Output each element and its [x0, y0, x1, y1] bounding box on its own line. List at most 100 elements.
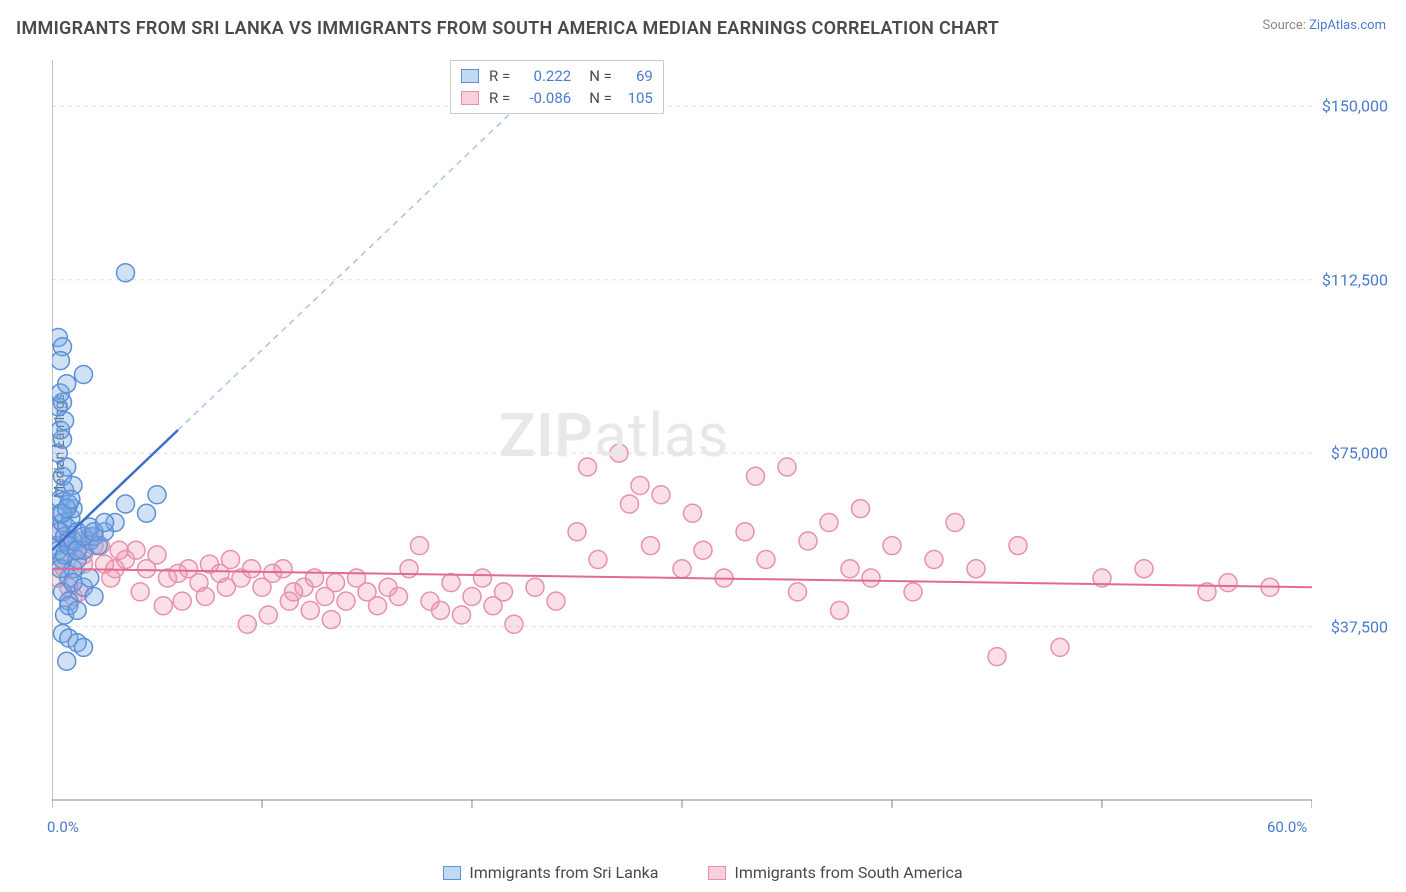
scatter-point-series1	[75, 638, 93, 656]
scatter-point-series2	[369, 597, 387, 615]
scatter-point-series2	[757, 551, 775, 569]
scatter-point-series2	[988, 648, 1006, 666]
scatter-point-series2	[337, 592, 355, 610]
scatter-point-series2	[222, 551, 240, 569]
correlation-legend: R = 0.222 N = 69 R = -0.086 N = 105	[450, 60, 664, 114]
scatter-point-series2	[505, 615, 523, 633]
scatter-point-series2	[1219, 574, 1237, 592]
scatter-point-series2	[694, 541, 712, 559]
scatter-point-series1	[148, 486, 166, 504]
scatter-point-series2	[799, 532, 817, 550]
scatter-point-series2	[1135, 560, 1153, 578]
scatter-point-series2	[453, 606, 471, 624]
scatter-point-series2	[631, 477, 649, 495]
r-value-series1: 0.222	[516, 65, 571, 87]
scatter-point-series2	[852, 500, 870, 518]
scatter-point-series2	[495, 583, 513, 601]
scatter-point-series2	[642, 537, 660, 555]
n-label: N =	[589, 65, 612, 87]
scatter-point-series2	[747, 467, 765, 485]
x-axis-max-label: 60.0%	[1267, 818, 1307, 836]
scatter-point-series2	[736, 523, 754, 541]
scatter-point-series1	[85, 588, 103, 606]
scatter-point-series2	[1051, 638, 1069, 656]
scatter-point-series2	[841, 560, 859, 578]
scatter-point-series2	[442, 574, 460, 592]
swatch-series2	[708, 866, 726, 880]
scatter-point-series2	[127, 541, 145, 559]
scatter-point-series1	[75, 366, 93, 384]
scatter-point-series1	[117, 264, 135, 282]
scatter-point-series2	[243, 560, 261, 578]
scatter-point-series2	[463, 588, 481, 606]
scatter-point-series2	[778, 458, 796, 476]
scatter-point-series2	[110, 541, 128, 559]
scatter-point-series2	[102, 569, 120, 587]
scatter-point-series2	[684, 504, 702, 522]
scatter-point-series2	[621, 495, 639, 513]
scatter-point-series2	[610, 444, 628, 462]
scatter-point-series2	[327, 574, 345, 592]
y-tick-label: $75,000	[1331, 444, 1388, 463]
r-label: R =	[489, 65, 510, 87]
scatter-point-series2	[652, 486, 670, 504]
scatter-point-series1	[81, 569, 99, 587]
scatter-point-series2	[301, 601, 319, 619]
scatter-point-series2	[820, 514, 838, 532]
scatter-point-series2	[280, 592, 298, 610]
legend-row-series1: R = 0.222 N = 69	[461, 65, 653, 87]
x-axis-min-label: 0.0%	[47, 818, 79, 836]
source-attribution: Source: ZipAtlas.com	[1262, 18, 1386, 33]
r-value-series2: -0.086	[516, 87, 571, 109]
scatter-point-series2	[589, 551, 607, 569]
scatter-point-series2	[390, 588, 408, 606]
scatter-point-series2	[904, 583, 922, 601]
scatter-point-series1	[96, 514, 114, 532]
y-tick-label: $37,500	[1331, 617, 1388, 636]
scatter-point-series1	[52, 352, 69, 370]
scatter-point-series2	[967, 560, 985, 578]
swatch-series1	[461, 69, 479, 83]
scatter-point-series2	[217, 578, 235, 596]
scatter-point-series2	[432, 601, 450, 619]
scatter-point-series2	[173, 592, 191, 610]
y-tick-label: $112,500	[1322, 270, 1388, 289]
scatter-point-series1	[138, 504, 156, 522]
swatch-series2	[461, 91, 479, 105]
scatter-point-series2	[148, 546, 166, 564]
n-value-series2: 105	[618, 87, 653, 109]
scatter-point-series2	[831, 601, 849, 619]
series-legend: Immigrants from Sri Lanka Immigrants fro…	[0, 863, 1406, 882]
scatter-point-series2	[1009, 537, 1027, 555]
scatter-point-series2	[673, 560, 691, 578]
scatter-point-series2	[883, 537, 901, 555]
legend-row-series2: R = -0.086 N = 105	[461, 87, 653, 109]
r-label: R =	[489, 87, 510, 109]
scatter-point-series2	[579, 458, 597, 476]
scatter-point-series1	[58, 652, 76, 670]
scatter-point-series2	[925, 551, 943, 569]
scatter-plot-svg	[52, 60, 1312, 830]
legend-item-series1: Immigrants from Sri Lanka	[443, 863, 658, 882]
scatter-point-series1	[58, 375, 76, 393]
chart-title: IMMIGRANTS FROM SRI LANKA VS IMMIGRANTS …	[16, 18, 999, 39]
n-value-series1: 69	[618, 65, 653, 87]
scatter-point-series2	[862, 569, 880, 587]
scatter-point-series2	[154, 597, 172, 615]
scatter-point-series2	[474, 569, 492, 587]
scatter-point-series1	[62, 490, 80, 508]
scatter-point-series2	[526, 578, 544, 596]
scatter-point-series1	[117, 495, 135, 513]
n-label: N =	[589, 87, 612, 109]
scatter-point-series2	[274, 560, 292, 578]
legend-item-series2: Immigrants from South America	[708, 863, 962, 882]
scatter-point-series1	[68, 601, 86, 619]
scatter-point-series2	[259, 606, 277, 624]
plot-area	[52, 60, 1312, 830]
source-link[interactable]: ZipAtlas.com	[1309, 18, 1386, 33]
scatter-point-series2	[411, 537, 429, 555]
scatter-point-series2	[946, 514, 964, 532]
scatter-point-series2	[196, 588, 214, 606]
legend-label-series2: Immigrants from South America	[734, 863, 962, 882]
source-prefix: Source:	[1262, 18, 1309, 33]
